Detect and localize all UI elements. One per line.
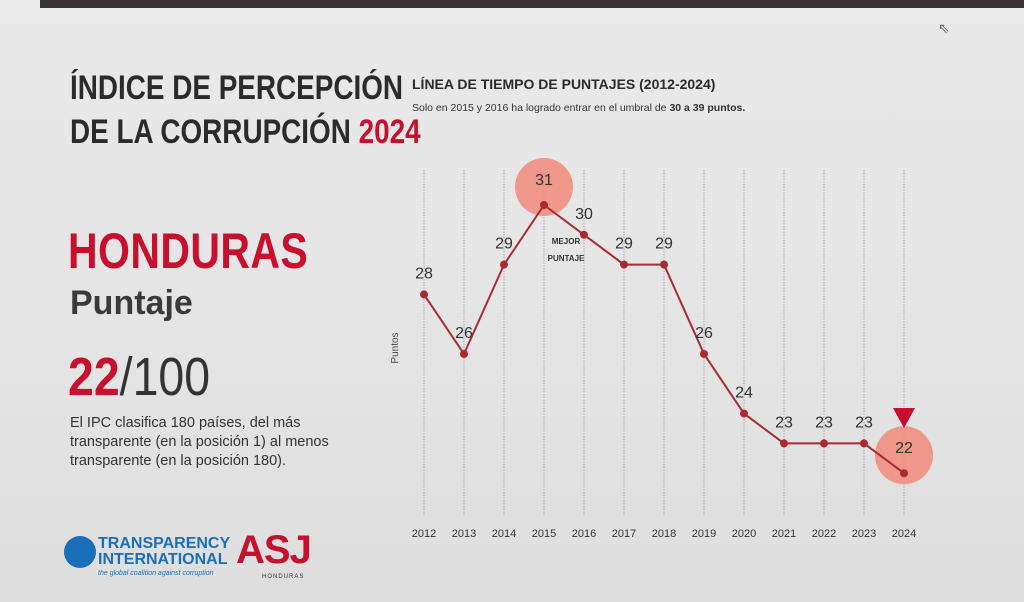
x-tick-label: 2020	[732, 528, 756, 540]
page-title: ÍNDICE DE PERCEPCIÓN DE LA CORRUPCIÓN 20…	[70, 66, 421, 154]
transparency-international-logo: TRANSPARENCY INTERNATIONAL the global co…	[64, 534, 234, 584]
data-label: 23	[855, 414, 873, 431]
x-tick-label: 2017	[612, 528, 636, 540]
asj-logo: ASJ HONDURAS	[236, 528, 316, 586]
data-point	[660, 260, 668, 269]
x-tick-label: 2014	[492, 528, 516, 540]
data-label: 24	[735, 385, 753, 402]
data-point	[580, 230, 588, 239]
title-line-2: DE LA CORRUPCIÓN 2024	[70, 110, 421, 154]
data-label: 31	[535, 172, 553, 189]
asj-logo-subtitle: HONDURAS	[262, 574, 305, 580]
data-label: 23	[775, 414, 793, 431]
data-point	[460, 350, 468, 358]
x-tick-label: 2018	[652, 528, 676, 540]
data-point	[900, 469, 908, 478]
chart-title: LÍNEA DE TIEMPO DE PUNTAJES (2012-2024)	[412, 76, 716, 92]
score-label: Puntaje	[70, 284, 193, 322]
data-label: 29	[495, 236, 513, 253]
x-tick-label: 2016	[572, 528, 596, 540]
data-point	[780, 439, 788, 448]
data-point	[540, 201, 548, 209]
chart-subtitle: Solo en 2015 y 2016 ha logrado entrar en…	[412, 102, 745, 114]
x-tick-label: 2021	[772, 528, 796, 540]
highlight-circle	[515, 158, 573, 216]
title-year: 2024	[358, 113, 421, 151]
data-label: 30	[575, 206, 593, 223]
ti-logo-line-2: INTERNATIONAL	[98, 551, 228, 568]
x-tick-label: 2023	[852, 528, 876, 540]
top-bar	[40, 0, 1024, 8]
x-tick-label: 2022	[812, 528, 836, 540]
annotation-label: MEJOR	[552, 237, 581, 246]
data-label: 26	[695, 325, 713, 342]
data-label: 26	[455, 325, 473, 342]
score-value: 22/100	[68, 346, 210, 408]
data-point	[860, 439, 868, 448]
x-tick-label: 2015	[532, 528, 556, 540]
chart-subtitle-text: Solo en 2015 y 2016 ha logrado entrar en…	[412, 102, 667, 114]
globe-icon	[64, 536, 96, 568]
data-point	[700, 350, 708, 358]
title-line-2-text: DE LA CORRUPCIÓN	[70, 113, 351, 151]
score-description: El IPC clasifica 180 países, del más tra…	[70, 415, 329, 469]
data-label: 22	[895, 440, 913, 457]
score-total: /100	[119, 347, 211, 407]
country-name: HONDURAS	[68, 223, 309, 279]
x-tick-label: 2013	[452, 528, 476, 540]
ti-logo-text: TRANSPARENCY INTERNATIONAL	[98, 536, 230, 568]
data-point	[420, 290, 428, 299]
data-label: 29	[615, 236, 633, 253]
score-number: 22	[68, 347, 120, 407]
ti-tagline: the global coalition against corruption	[98, 570, 214, 577]
data-label: 23	[815, 414, 833, 431]
data-label: 29	[655, 236, 673, 253]
y-axis-label: Puntos	[390, 332, 401, 363]
x-tick-label: 2024	[892, 528, 916, 540]
down-triangle-icon	[893, 408, 915, 428]
x-tick-label: 2019	[692, 528, 716, 540]
data-point	[820, 439, 828, 448]
data-point	[500, 260, 508, 269]
data-point	[620, 260, 628, 269]
highlight-circle	[875, 426, 933, 485]
asj-logo-text: ASJ	[236, 528, 312, 572]
mouse-pointer-icon: ⇖	[938, 20, 950, 36]
x-tick-label: 2012	[412, 528, 436, 540]
annotation-label: PUNTAJE	[548, 254, 585, 263]
data-point	[740, 409, 748, 418]
chart-subtitle-bold: 30 a 39 puntos.	[669, 102, 746, 114]
ti-logo-line-1: TRANSPARENCY	[98, 535, 231, 552]
title-line-1: ÍNDICE DE PERCEPCIÓN	[70, 69, 404, 107]
data-label: 28	[415, 265, 433, 282]
